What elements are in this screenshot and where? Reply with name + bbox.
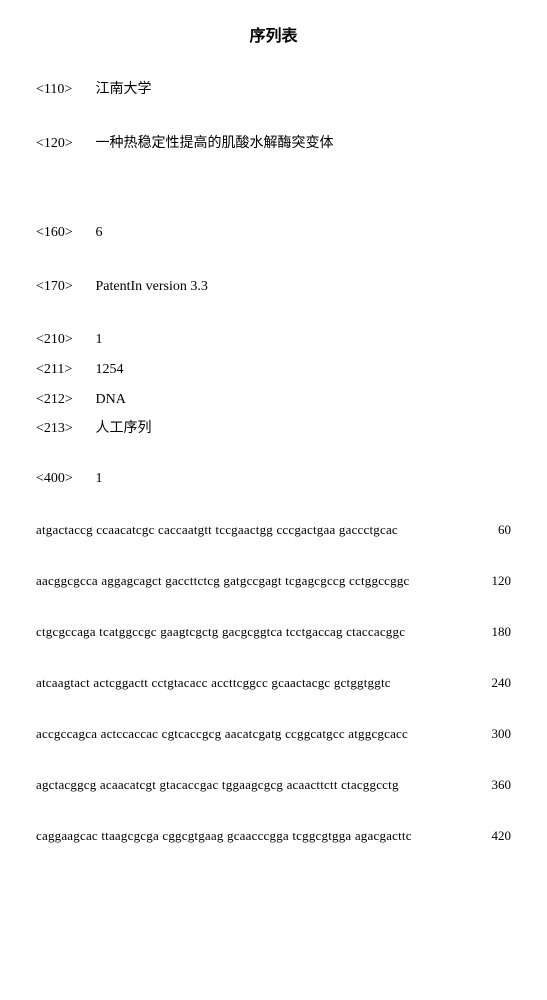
tag-110: <110> bbox=[36, 80, 84, 100]
sequence-position: 180 bbox=[463, 624, 511, 641]
spacer bbox=[36, 187, 511, 223]
sequence-listing-page: 序列表 <110> 江南大学 <120> 一种热稳定性提高的肌酸水解酶突变体 <… bbox=[0, 0, 547, 1000]
val-212: DNA bbox=[96, 392, 126, 407]
page-title: 序列表 bbox=[36, 22, 511, 46]
tag-213: <213> bbox=[36, 419, 84, 439]
val-170: PatentIn version 3.3 bbox=[96, 279, 208, 294]
val-213: 人工序列 bbox=[96, 421, 152, 436]
sequence-position: 420 bbox=[463, 828, 511, 845]
field-seq-type: <212> DNA bbox=[36, 390, 511, 410]
sequence-line: accgccagca actccaccac cgtcaccgcg aacatcg… bbox=[36, 726, 511, 743]
sequence-line: ctgcgccaga tcatggccgc gaagtcgctg gacgcgg… bbox=[36, 624, 511, 641]
field-applicant: <110> 江南大学 bbox=[36, 80, 511, 100]
sequence-line: aacggcgcca aggagcagct gaccttctcg gatgccg… bbox=[36, 573, 511, 590]
val-400: 1 bbox=[96, 471, 103, 486]
sequence-line: atgactaccg ccaacatcgc caccaatgtt tccgaac… bbox=[36, 522, 511, 539]
tag-212: <212> bbox=[36, 390, 84, 410]
val-120: 一种热稳定性提高的肌酸水解酶突变体 bbox=[96, 136, 334, 151]
sequence-text: aacggcgcca aggagcagct gaccttctcg gatgccg… bbox=[36, 573, 463, 590]
sequence-text: agctacggcg acaacatcgt gtacaccgac tggaagc… bbox=[36, 777, 463, 794]
sequence-position: 120 bbox=[463, 573, 511, 590]
sequence-line: caggaagcac ttaagcgcga cggcgtgaag gcaaccc… bbox=[36, 828, 511, 845]
field-title-invention: <120> 一种热稳定性提高的肌酸水解酶突变体 bbox=[36, 134, 511, 154]
val-211: 1254 bbox=[96, 362, 124, 377]
field-num-sequences: <160> 6 bbox=[36, 223, 511, 243]
field-seq-length: <211> 1254 bbox=[36, 360, 511, 380]
sequence-text: accgccagca actccaccac cgtcaccgcg aacatcg… bbox=[36, 726, 463, 743]
sequence-position: 240 bbox=[463, 675, 511, 692]
tag-210: <210> bbox=[36, 330, 84, 350]
sequence-position: 360 bbox=[463, 777, 511, 794]
field-seq-id: <210> 1 bbox=[36, 330, 511, 350]
val-160: 6 bbox=[96, 225, 103, 240]
sequence-header-group: <210> 1 <211> 1254 <212> DNA <213> 人工序列 bbox=[36, 330, 511, 438]
tag-211: <211> bbox=[36, 360, 84, 380]
sequence-line: agctacggcg acaacatcgt gtacaccgac tggaagc… bbox=[36, 777, 511, 794]
sequence-position: 60 bbox=[463, 522, 511, 539]
sequence-line: atcaagtact actcggactt cctgtacacc accttcg… bbox=[36, 675, 511, 692]
val-210: 1 bbox=[96, 332, 103, 347]
sequence-text: atcaagtact actcggactt cctgtacacc accttcg… bbox=[36, 675, 463, 692]
field-organism: <213> 人工序列 bbox=[36, 419, 511, 439]
tag-120: <120> bbox=[36, 134, 84, 154]
tag-160: <160> bbox=[36, 223, 84, 243]
field-sequence-intro: <400> 1 bbox=[36, 469, 511, 489]
tag-170: <170> bbox=[36, 277, 84, 297]
sequence-text: atgactaccg ccaacatcgc caccaatgtt tccgaac… bbox=[36, 522, 463, 539]
tag-400: <400> bbox=[36, 469, 84, 489]
sequence-text: caggaagcac ttaagcgcga cggcgtgaag gcaaccc… bbox=[36, 828, 463, 845]
val-110: 江南大学 bbox=[96, 82, 152, 97]
sequence-position: 300 bbox=[463, 726, 511, 743]
field-software: <170> PatentIn version 3.3 bbox=[36, 277, 511, 297]
sequence-text: ctgcgccaga tcatggccgc gaagtcgctg gacgcgg… bbox=[36, 624, 463, 641]
